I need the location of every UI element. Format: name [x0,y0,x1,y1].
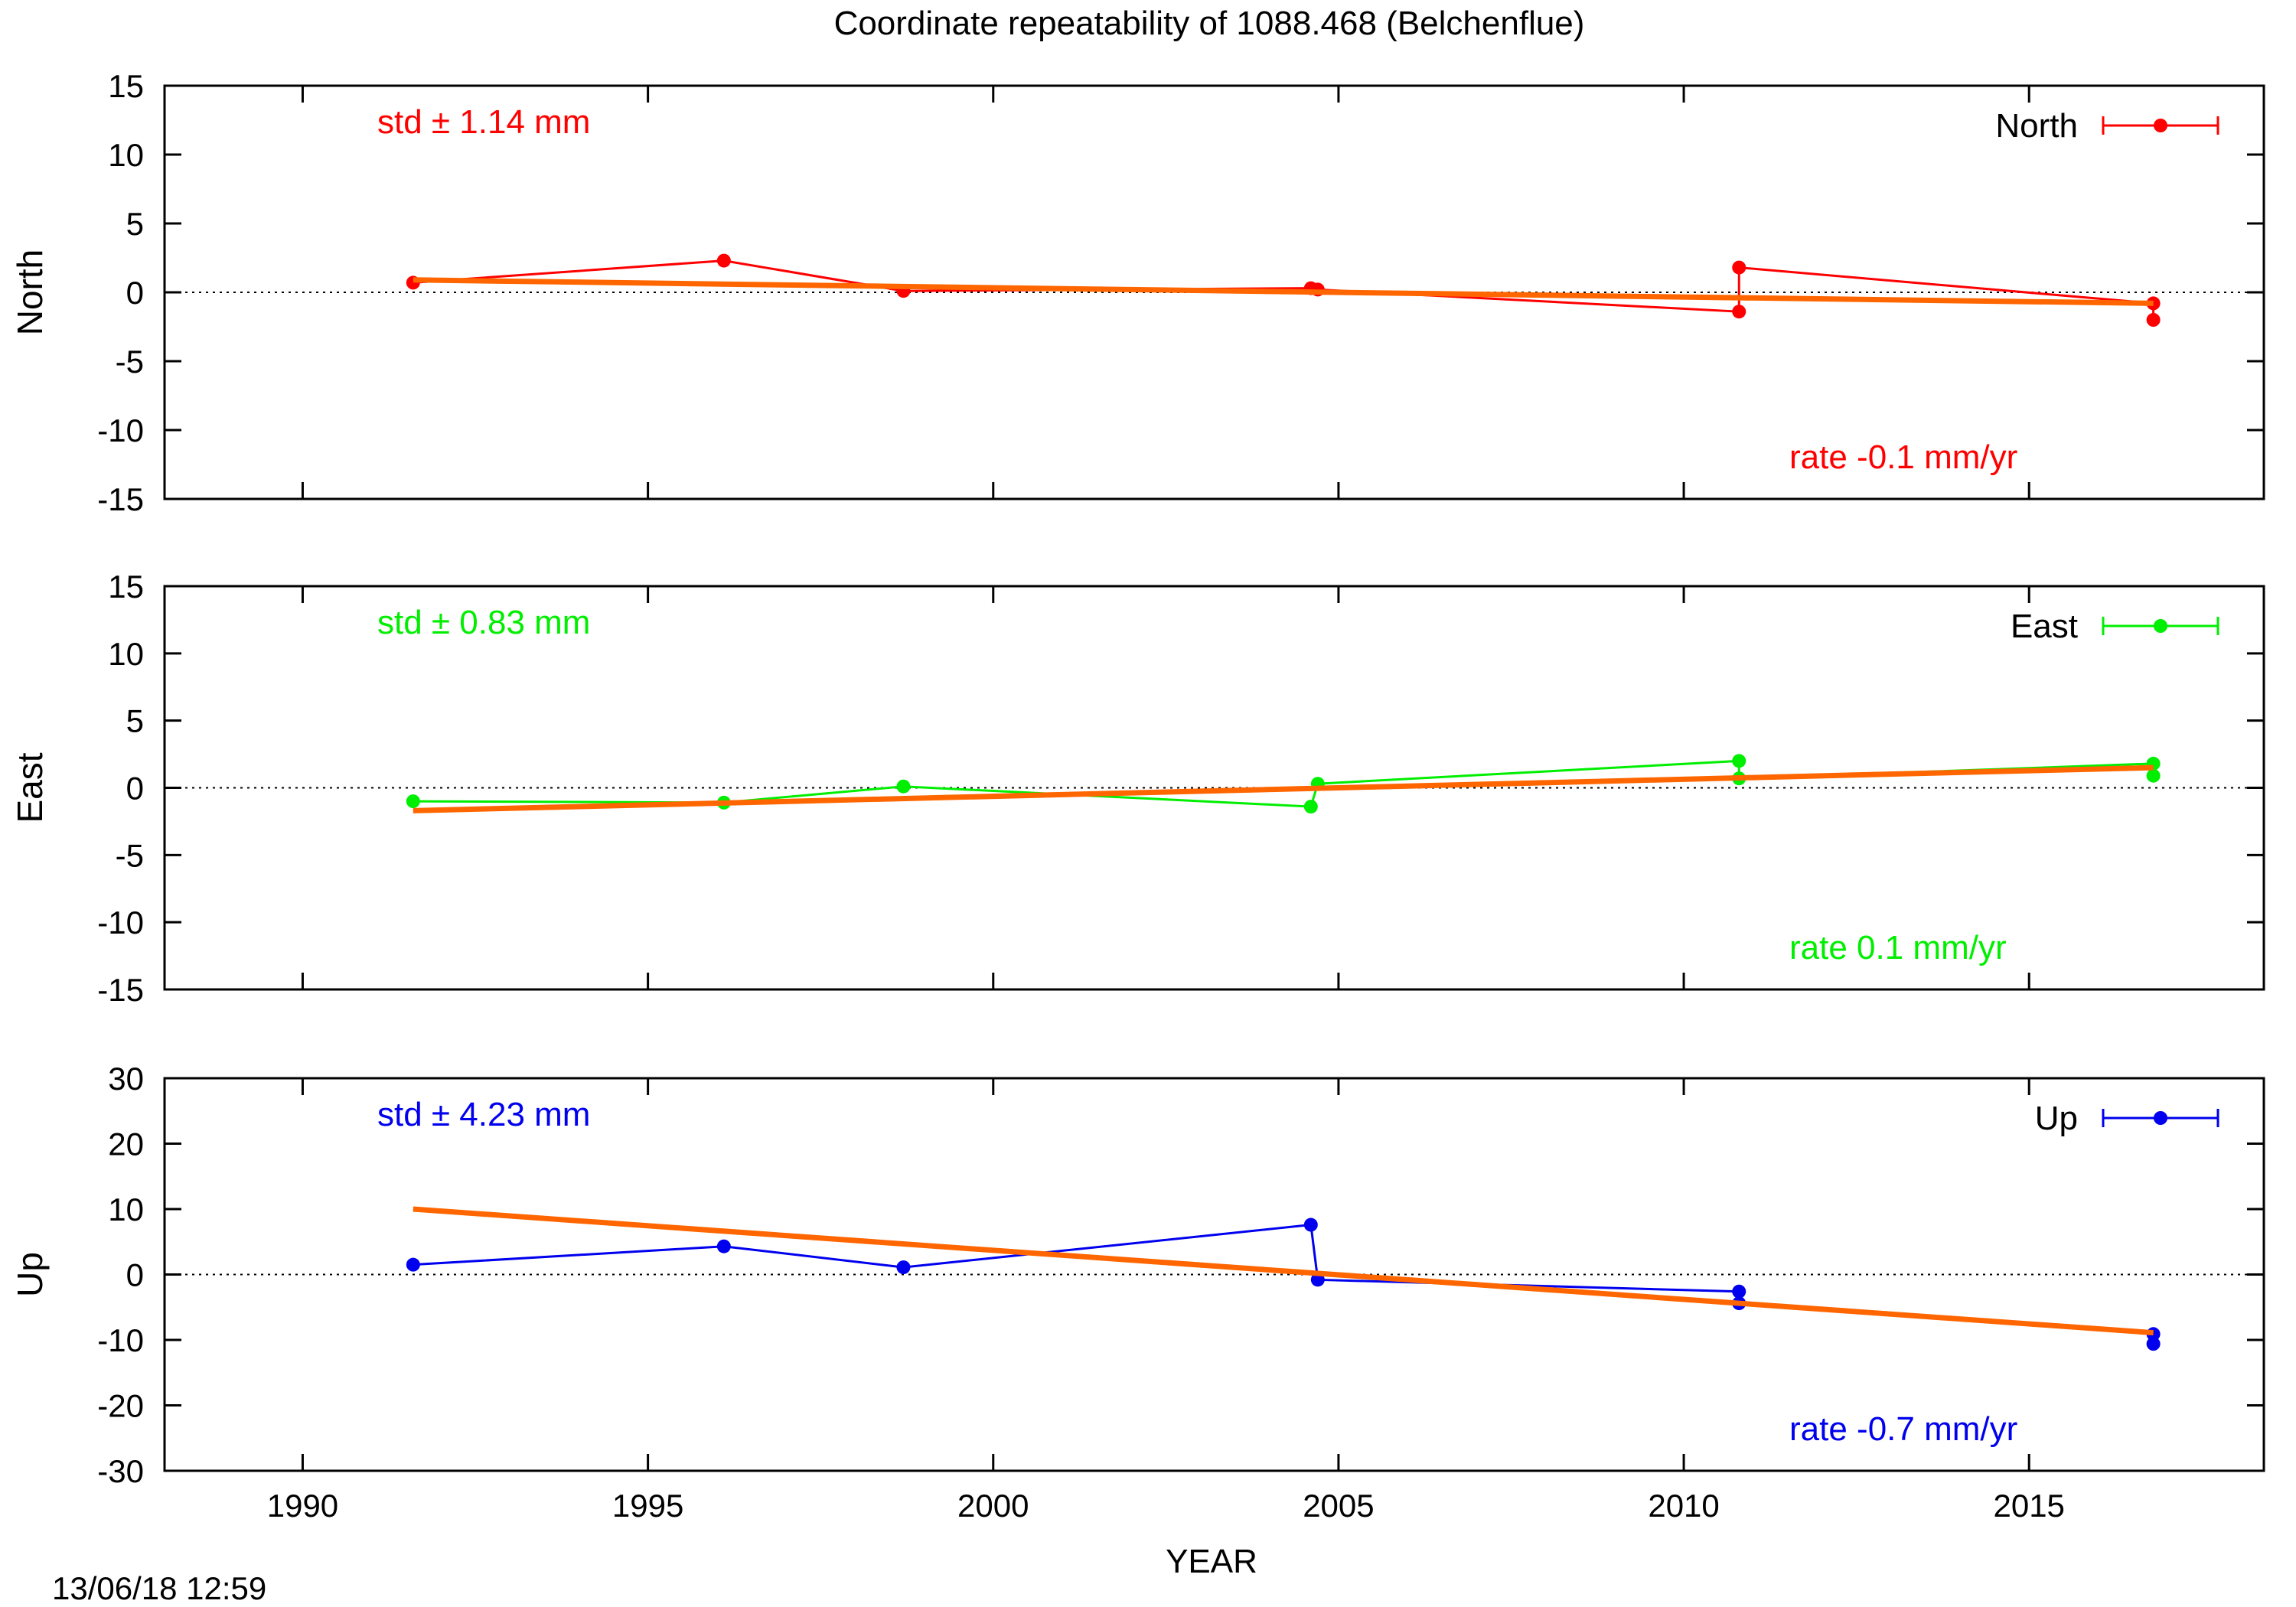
y-tick-label: -20 [97,1388,144,1424]
std-annotation: std ± 0.83 mm [377,604,590,641]
chart-title: Coordinate repeatability of 1088.468 (Be… [834,5,1585,42]
data-point [2146,1337,2161,1351]
y-axis-label: Up [10,1252,50,1297]
data-point [1732,305,1746,319]
y-tick-label: 5 [126,703,144,739]
y-axis-label: North [10,249,50,335]
x-tick-label: 1995 [612,1488,683,1524]
x-tick-label: 2005 [1303,1488,1374,1524]
y-axis-label: East [10,752,50,823]
rate-annotation: rate 0.1 mm/yr [1789,929,2007,966]
y-tick-label: -15 [97,481,144,517]
data-point [2146,313,2161,327]
trend-line [413,277,2154,306]
timestamp: 13/06/18 12:59 [52,1570,266,1606]
panel-north: 15 10 5 0 -5 -10 -15 North std ± 1.14 mm rate -0.… [10,68,2265,517]
y-tick-label: 30 [108,1061,144,1097]
rate-annotation: rate -0.1 mm/yr [1789,438,2017,476]
trend-line [413,764,2154,813]
data-point [1732,1284,1746,1299]
data-point [716,1239,731,1253]
x-tick-label: 2015 [1993,1488,2064,1524]
x-axis-label: YEAR [1166,1543,1257,1580]
y-tick-label: -10 [97,1322,144,1358]
legend-label: Up [2035,1100,2078,1137]
rate-annotation: rate -0.7 mm/yr [1789,1410,2017,1448]
data-point [406,794,420,809]
data-point [406,1257,420,1272]
y-tick-label: 5 [126,206,144,242]
y-tick-label: -15 [97,972,144,1008]
y-tick-label: -10 [97,412,144,448]
y-tick-label: 15 [108,569,144,605]
std-annotation: std ± 1.14 mm [377,103,590,141]
x-tick-label: 2010 [1648,1488,1719,1524]
y-tick-label: 15 [108,68,144,104]
std-annotation: std ± 4.23 mm [377,1096,590,1133]
data-point [1303,800,1318,814]
panels: 15 10 5 0 -5 -10 -15 North std ± 1.14 mm rate -0.… [10,68,2265,1524]
trend-line [413,1206,2154,1336]
legend-marker [2154,119,2167,132]
legend-label: North [1995,107,2078,145]
y-tick-label: 10 [108,1191,144,1227]
legend-label: East [2011,608,2078,645]
data-point [896,779,911,794]
data-point [716,253,731,268]
y-tick-label: -30 [97,1453,144,1489]
data-point [896,1260,911,1275]
legend-marker [2154,619,2167,633]
y-tick-label: -5 [116,837,144,873]
x-tick-label: 2000 [957,1488,1029,1524]
panel-east: 15 10 5 0 -5 -10 -15 East std ± 0.83 mm rate 0.1 … [10,569,2265,1008]
y-tick-label: 10 [108,636,144,672]
y-tick-label: 0 [126,1257,144,1293]
data-point [1303,1217,1318,1232]
y-tick-label: 20 [108,1126,144,1162]
data-point [1310,1273,1325,1287]
y-tick-label: -5 [116,344,144,380]
y-tick-label: 10 [108,137,144,173]
data-point [1732,754,1746,768]
data-point [2146,768,2161,783]
x-tick-label: 1990 [267,1488,338,1524]
y-tick-label: 0 [126,275,144,311]
y-tick-label: 0 [126,771,144,807]
data-point [1732,260,1746,275]
y-tick-label: -10 [97,905,144,940]
legend-marker [2154,1111,2167,1125]
